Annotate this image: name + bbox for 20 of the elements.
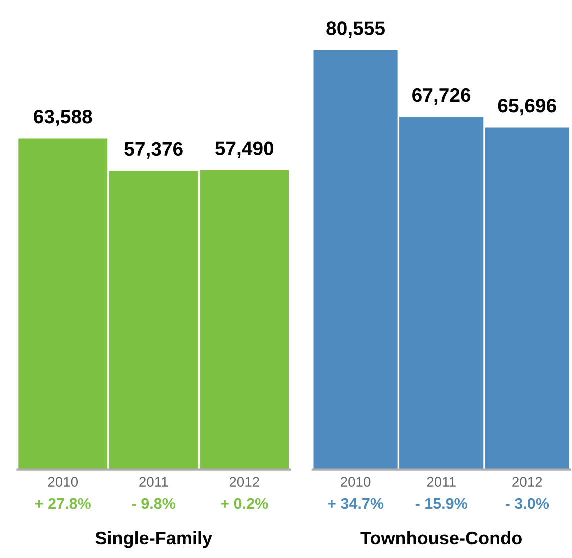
data-label: 57,490 — [215, 142, 274, 158]
x-tick-label: 2010 — [48, 477, 78, 487]
data-label: 65,696 — [498, 98, 556, 116]
x-axis-title: Townhouse-Condo — [360, 531, 522, 545]
x-tick-label: 2012 — [512, 477, 542, 487]
text: + 34.7% — [328, 498, 384, 510]
text: + 27.8% — [36, 498, 91, 510]
text: - 9.8% — [132, 498, 176, 510]
data-label: 63,588 — [34, 110, 92, 127]
x-tick-label: 2012 — [230, 477, 260, 487]
text: - 3.0% — [506, 498, 550, 510]
data-label: 57,376 — [124, 142, 183, 159]
text: + 0.2% — [221, 498, 268, 510]
data-label: 80,555 — [326, 22, 385, 38]
text: - 15.9% — [416, 498, 468, 510]
x-axis-title: Single-Family — [96, 531, 212, 548]
x-tick-label: 2010 — [341, 477, 371, 487]
x-tick-label: 2011 — [140, 477, 168, 487]
data-label: 67,726 — [412, 88, 471, 106]
x-tick-label: 2011 — [427, 477, 456, 487]
